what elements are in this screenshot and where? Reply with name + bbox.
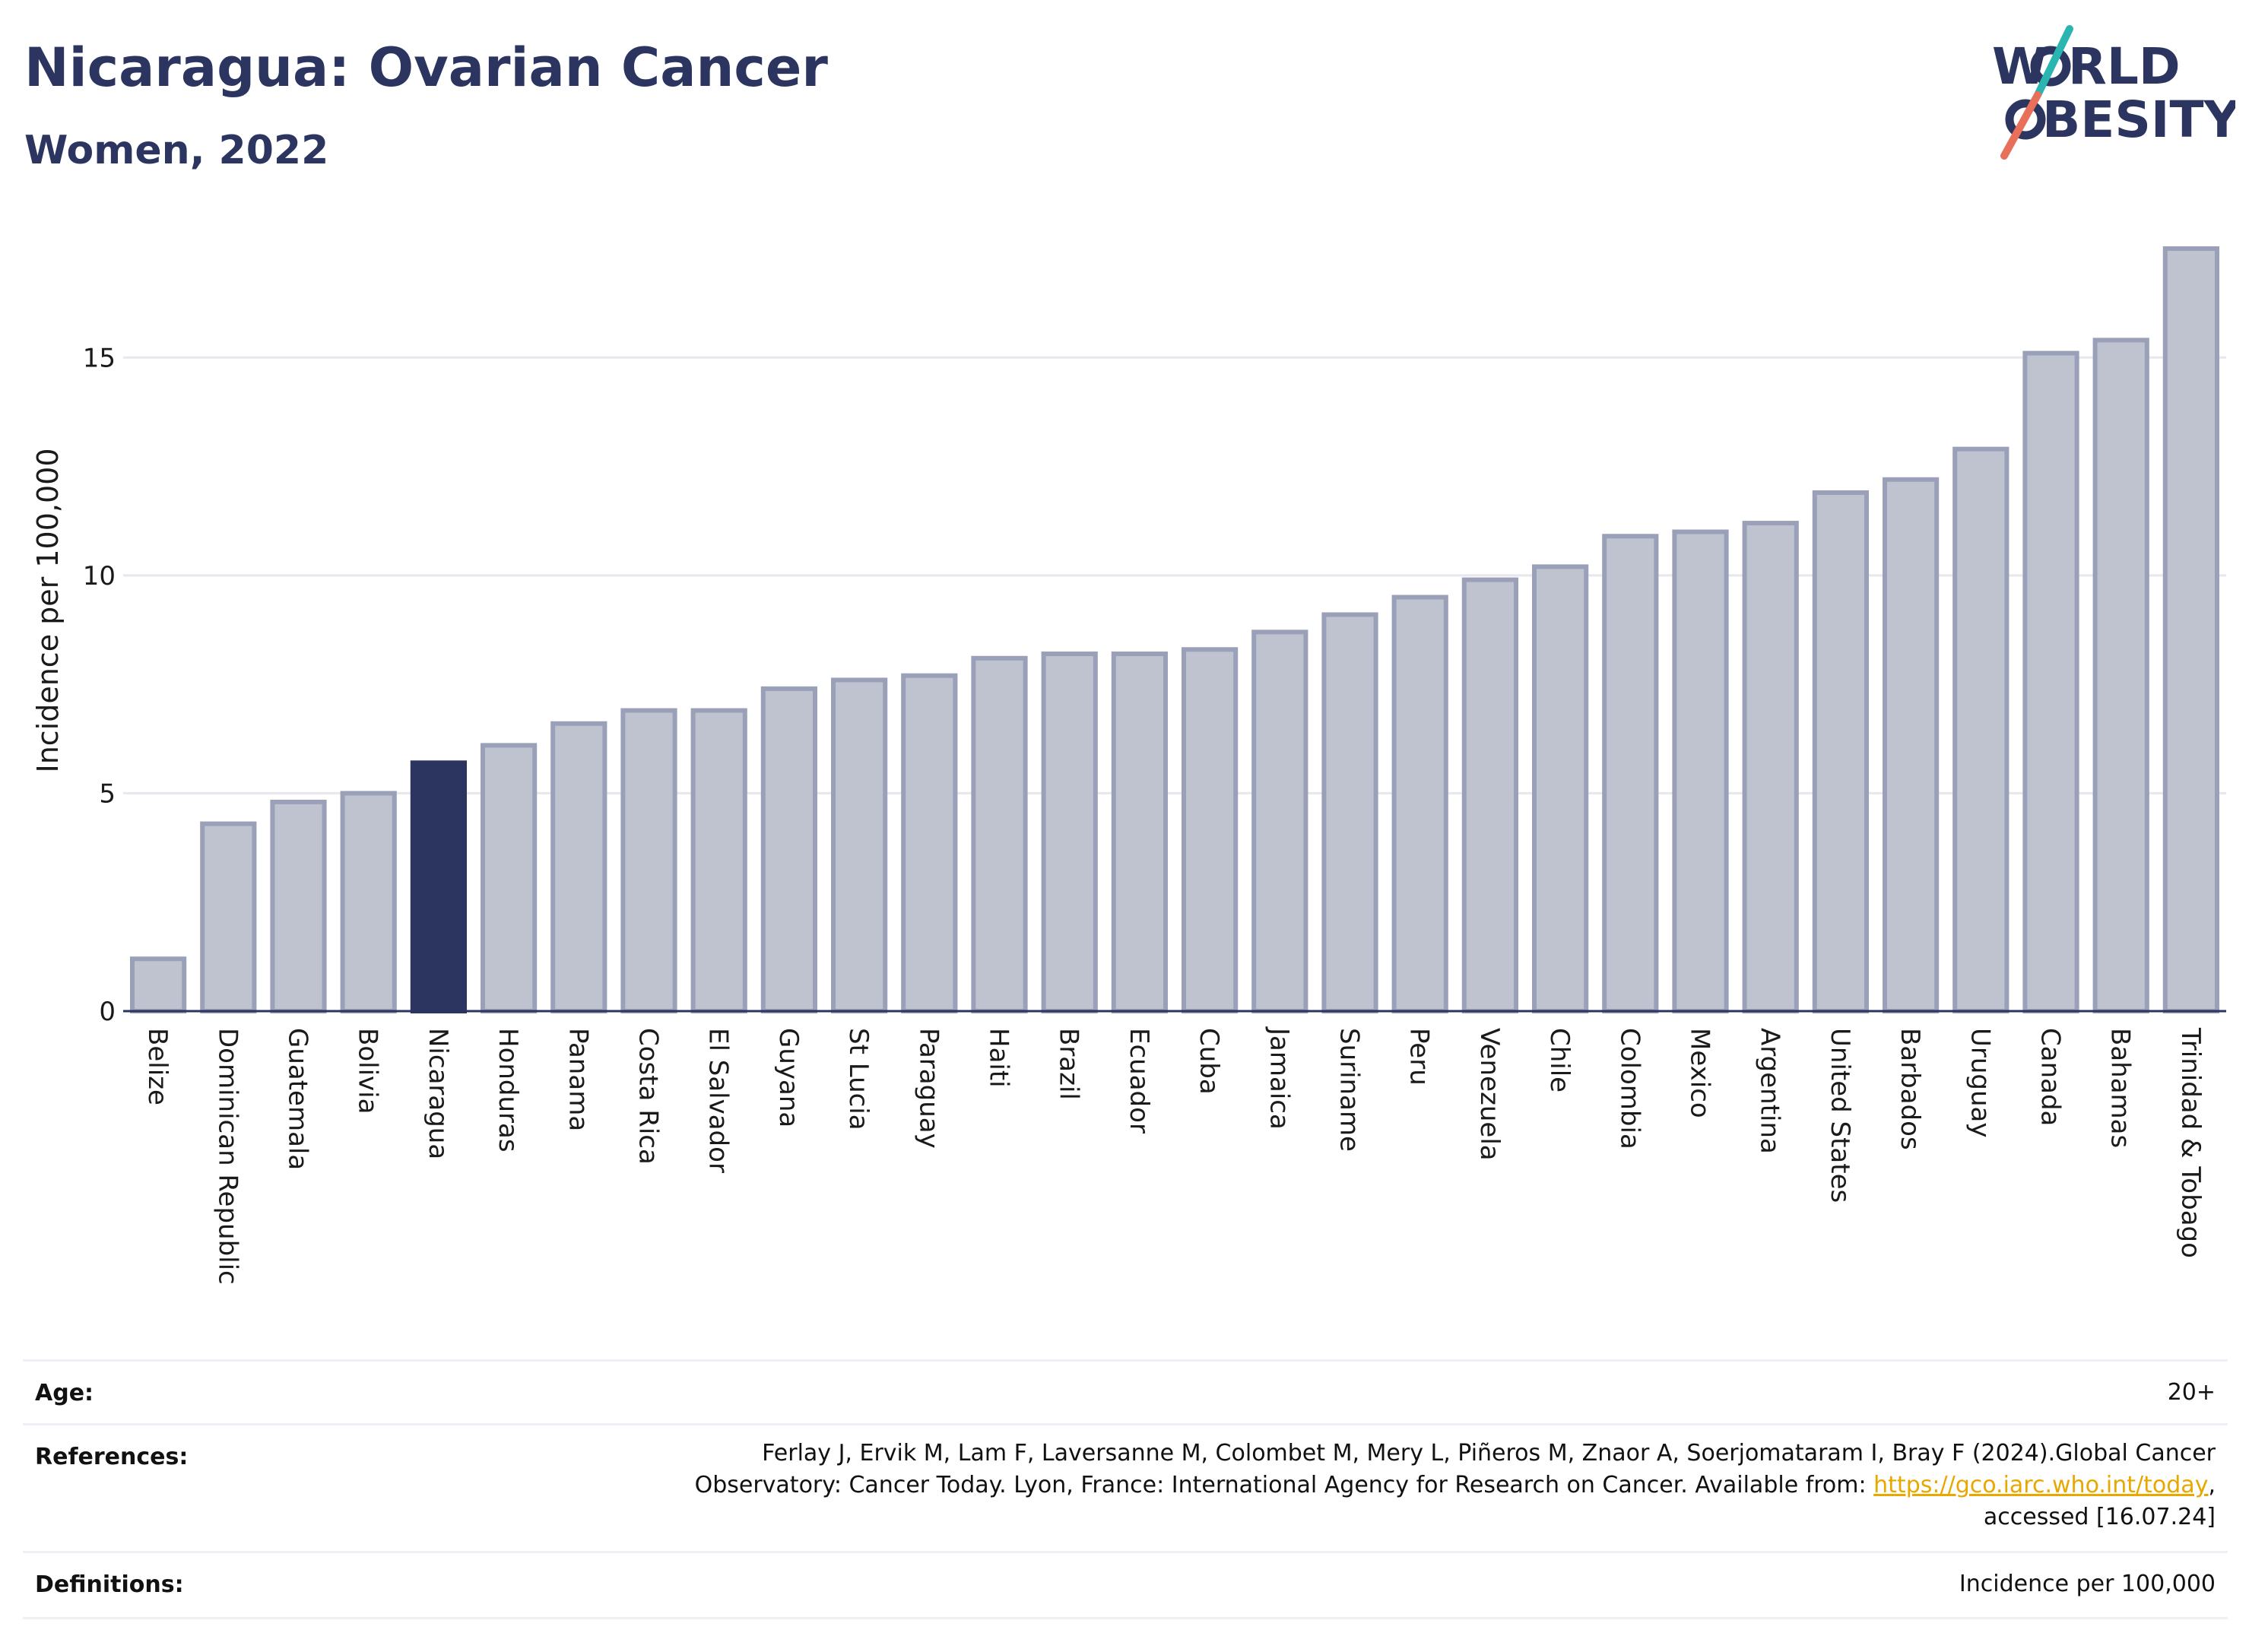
logo-o-ring-2 xyxy=(2005,99,2046,140)
bar-barbados xyxy=(1882,477,1940,1013)
bar-venezuela xyxy=(1461,577,1519,1013)
x-tick-label: Canada xyxy=(2035,1028,2066,1126)
bar-suriname xyxy=(1321,612,1378,1013)
bar-chile xyxy=(1531,564,1589,1013)
y-tick-label: 15 xyxy=(83,343,116,373)
bars xyxy=(129,246,2220,1014)
bar-st-lucia xyxy=(830,677,888,1013)
chart-subtitle: Women, 2022 xyxy=(24,128,329,173)
x-tick-label: St Lucia xyxy=(843,1028,874,1130)
x-tick-label: Mexico xyxy=(1685,1028,1715,1118)
x-tick-label: Costa Rica xyxy=(633,1028,664,1165)
bar-mexico xyxy=(1672,529,1729,1013)
definitions-label: Definitions: xyxy=(35,1571,184,1598)
bar-canada xyxy=(2022,350,2079,1014)
bar-united-states xyxy=(1812,490,1870,1013)
x-tick-label: Brazil xyxy=(1054,1028,1084,1100)
bar-ecuador xyxy=(1111,652,1169,1013)
x-tick-label: Cuba xyxy=(1194,1028,1224,1095)
bar-dominican-republic xyxy=(200,821,257,1014)
bar-honduras xyxy=(480,743,538,1014)
x-tick-label: Dominican Republic xyxy=(212,1028,243,1285)
bar-bolivia xyxy=(340,791,397,1014)
references-line-1: Ferlay J, Ervik M, Lam F, Laversanne M, … xyxy=(762,1440,2216,1467)
x-tick-label: Barbados xyxy=(1895,1028,1925,1150)
grid-lines xyxy=(123,356,2226,794)
world-obesity-logo: W RLD BESITY xyxy=(1992,25,2235,160)
logo-o-ring xyxy=(2030,46,2071,87)
bar-paraguay xyxy=(901,673,958,1013)
x-tick-label: Paraguay xyxy=(913,1028,944,1149)
x-tick-label: Nicaragua xyxy=(423,1028,453,1159)
meta-row-definitions: Definitions: Incidence per 100,000 xyxy=(23,1551,2228,1619)
bar-haiti xyxy=(971,655,1028,1013)
definitions-value: Incidence per 100,000 xyxy=(1959,1571,2216,1597)
x-tick-label: Guatemala xyxy=(283,1028,313,1170)
meta-row-age: Age: 20+ xyxy=(23,1359,2228,1425)
logo-slash-bottom xyxy=(2000,91,2041,160)
age-value: 20+ xyxy=(2167,1379,2216,1406)
age-label: Age: xyxy=(35,1380,94,1406)
x-tick-label: Colombia xyxy=(1614,1028,1645,1149)
x-tick-label: El Salvador xyxy=(703,1028,734,1173)
x-tick-label: Bolivia xyxy=(353,1028,383,1114)
x-tick-label: Argentina xyxy=(1755,1028,1785,1154)
meta-row-references: References: Ferlay J, Ervik M, Lam F, La… xyxy=(23,1423,2228,1553)
x-tick-label: Honduras xyxy=(493,1028,523,1153)
logo-slash-top xyxy=(2034,25,2073,99)
bar-costa-rica xyxy=(620,708,677,1013)
bar-peru xyxy=(1391,595,1448,1013)
x-tick-label: Chile xyxy=(1544,1028,1575,1092)
x-tick-label: Peru xyxy=(1404,1028,1435,1086)
bar-trinidad-tobago xyxy=(2162,246,2220,1013)
bar-argentina xyxy=(1742,521,1799,1013)
references-line-2: Observatory: Cancer Today. Lyon, France:… xyxy=(239,1470,2216,1501)
y-tick-label: 0 xyxy=(99,997,116,1027)
bar-guatemala xyxy=(270,799,327,1014)
x-tick-label: Uruguay xyxy=(1965,1028,1995,1138)
logo-text-rld: RLD xyxy=(2068,37,2181,96)
logo-text-besity: BESITY xyxy=(2042,90,2235,149)
bar-guyana xyxy=(760,686,818,1013)
x-tick-label: Venezuela xyxy=(1474,1028,1505,1161)
bar-el-salvador xyxy=(690,708,747,1013)
references-link[interactable]: https://gco.iarc.who.int/today xyxy=(1873,1472,2209,1498)
x-tick-label: Belize xyxy=(142,1028,173,1105)
x-tick-label: Haiti xyxy=(984,1028,1014,1088)
bar-brazil xyxy=(1041,652,1098,1013)
x-tick-label: Trinidad & Tobago xyxy=(2175,1027,2206,1258)
bar-belize xyxy=(129,956,187,1014)
bar-jamaica xyxy=(1251,629,1308,1013)
references-line-3: accessed [16.07.24] xyxy=(1983,1504,2216,1530)
x-tick-label: Bahamas xyxy=(2105,1028,2136,1148)
x-tick-label: United States xyxy=(1825,1028,1855,1203)
x-tick-label: Ecuador xyxy=(1124,1028,1154,1134)
y-tick-label: 10 xyxy=(83,561,116,591)
references-text: Ferlay J, Ervik M, Lam F, Laversanne M, … xyxy=(239,1438,2216,1533)
axes: 0 5 10 15 Belize Dominican Republic Guatemala B… xyxy=(83,343,2226,1285)
chart-title: Nicaragua: Ovarian Cancer xyxy=(24,36,828,99)
x-tick-label: Guyana xyxy=(773,1028,804,1127)
references-label: References: xyxy=(35,1444,189,1470)
x-tick-label: Jamaica xyxy=(1264,1026,1294,1130)
bar-colombia xyxy=(1602,534,1659,1013)
y-axis-label: Incidence per 100,000 xyxy=(31,448,65,772)
bar-panama xyxy=(550,721,607,1013)
x-tick-label: Suriname xyxy=(1334,1028,1365,1152)
x-tick-label: Panama xyxy=(563,1028,593,1131)
references-line-2-text: Observatory: Cancer Today. Lyon, France:… xyxy=(694,1472,1874,1498)
bar-nicaragua xyxy=(410,760,468,1014)
bar-chart: 0 5 10 15 Belize Dominican Republic Guatemala B… xyxy=(31,246,2226,1285)
y-tick-label: 5 xyxy=(99,778,116,809)
bar-bahamas xyxy=(2092,338,2149,1013)
bar-cuba xyxy=(1181,647,1239,1013)
bar-uruguay xyxy=(1952,446,2010,1013)
references-line-2-end: , xyxy=(2208,1472,2216,1498)
